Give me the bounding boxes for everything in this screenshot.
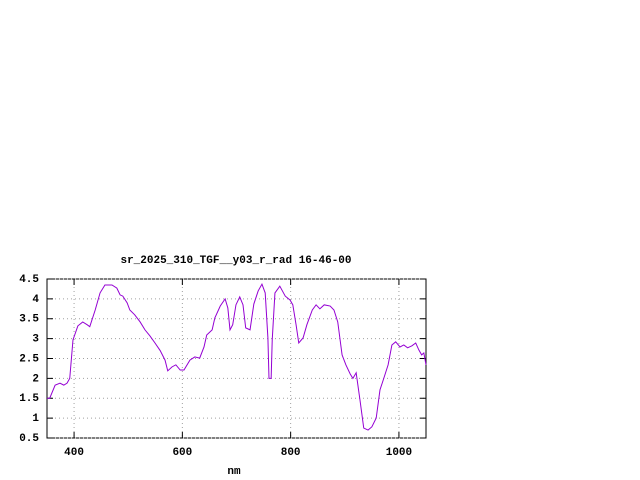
y-tick-label: 0.5: [19, 433, 39, 445]
x-tick-label: 400: [64, 447, 84, 459]
y-tick-label: 4: [32, 294, 39, 306]
x-tick-label: 800: [281, 447, 301, 459]
y-tick-label: 1.5: [19, 393, 39, 405]
y-tick-label: 1: [32, 413, 39, 425]
data-line: [47, 282, 427, 431]
y-tick-label: 2: [32, 373, 39, 385]
chart-title: sr_2025_310_TGF__y03_r_rad 16-46-00: [120, 255, 351, 267]
x-axis-label: nm: [227, 466, 241, 478]
y-tick-label: 3.5: [19, 314, 39, 326]
x-tick-label: 600: [172, 447, 192, 459]
y-tick-label: 3: [32, 334, 39, 346]
y-tick-label: 2.5: [19, 353, 39, 365]
y-tick-label: 4.5: [19, 274, 39, 286]
x-tick-label: 1000: [386, 447, 412, 459]
